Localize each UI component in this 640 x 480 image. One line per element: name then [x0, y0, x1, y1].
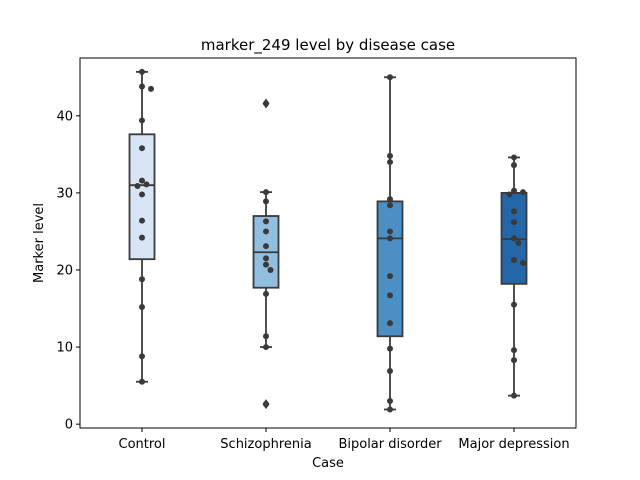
data-point: [387, 292, 393, 299]
data-point: [263, 100, 269, 107]
data-point: [387, 345, 393, 352]
data-point: [139, 177, 145, 184]
y-tick-label: 30: [56, 186, 73, 201]
data-point: [263, 261, 269, 268]
data-point: [387, 202, 393, 209]
data-point: [511, 219, 517, 226]
data-point: [139, 303, 145, 310]
data-point: [387, 320, 393, 327]
data-point: [139, 191, 145, 198]
data-point: [511, 208, 517, 215]
x-tick-label: Bipolar disorder: [338, 437, 442, 452]
data-point: [511, 301, 517, 308]
y-tick-label: 10: [56, 341, 73, 356]
data-point: [148, 85, 154, 92]
data-point: [387, 74, 393, 81]
data-point: [139, 117, 145, 124]
data-point: [143, 181, 150, 188]
data-point: [387, 367, 393, 374]
x-axis-label: Case: [312, 456, 344, 471]
data-point: [263, 243, 269, 250]
data-point: [511, 392, 517, 399]
data-point: [511, 154, 517, 161]
data-point: [387, 273, 393, 280]
data-point: [263, 218, 269, 225]
data-point: [387, 152, 393, 159]
data-point: [263, 333, 269, 340]
data-point: [387, 398, 393, 405]
chart-title: marker_249 level by disease case: [201, 36, 455, 55]
data-point: [263, 228, 269, 235]
y-tick-label: 20: [56, 263, 73, 278]
data-point: [139, 68, 145, 75]
data-point: [134, 182, 141, 189]
data-point: [263, 290, 269, 297]
data-point: [520, 189, 526, 196]
data-point: [511, 256, 517, 263]
data-point: [506, 191, 513, 198]
data-point: [267, 266, 274, 273]
data-point: [263, 255, 269, 262]
data-point: [511, 347, 517, 354]
data-point: [139, 145, 145, 152]
x-tick-label: Major depression: [458, 437, 569, 452]
data-point: [511, 357, 517, 364]
data-point: [263, 401, 269, 408]
data-point: [387, 406, 393, 413]
data-point: [263, 344, 269, 351]
data-point: [387, 228, 393, 235]
data-point: [511, 162, 517, 169]
data-point: [139, 276, 145, 283]
data-point: [263, 189, 269, 196]
data-point: [387, 196, 393, 203]
data-point: [515, 240, 522, 246]
plot-area: 0 10 20 30 40 Control Schizophrenia Bipolar dis…: [56, 68, 570, 452]
data-point: [387, 159, 393, 166]
data-point: [511, 187, 517, 194]
data-point: [139, 378, 145, 385]
plot-frame: [79, 57, 577, 429]
data-point: [139, 217, 145, 224]
data-point: [139, 83, 145, 90]
data-point: [520, 260, 526, 267]
data-point: [511, 235, 517, 242]
data-point: [139, 234, 145, 241]
box-2: [376, 200, 404, 338]
x-tick-label: Control: [119, 437, 166, 452]
x-tick-label: Schizophrenia: [220, 437, 311, 452]
data-point: [263, 198, 269, 205]
y-axis-label: Marker level: [32, 203, 47, 283]
y-tick-label: 40: [56, 109, 73, 124]
data-point: [139, 353, 145, 360]
data-point: [387, 235, 393, 242]
y-tick-label: 0: [65, 418, 73, 433]
